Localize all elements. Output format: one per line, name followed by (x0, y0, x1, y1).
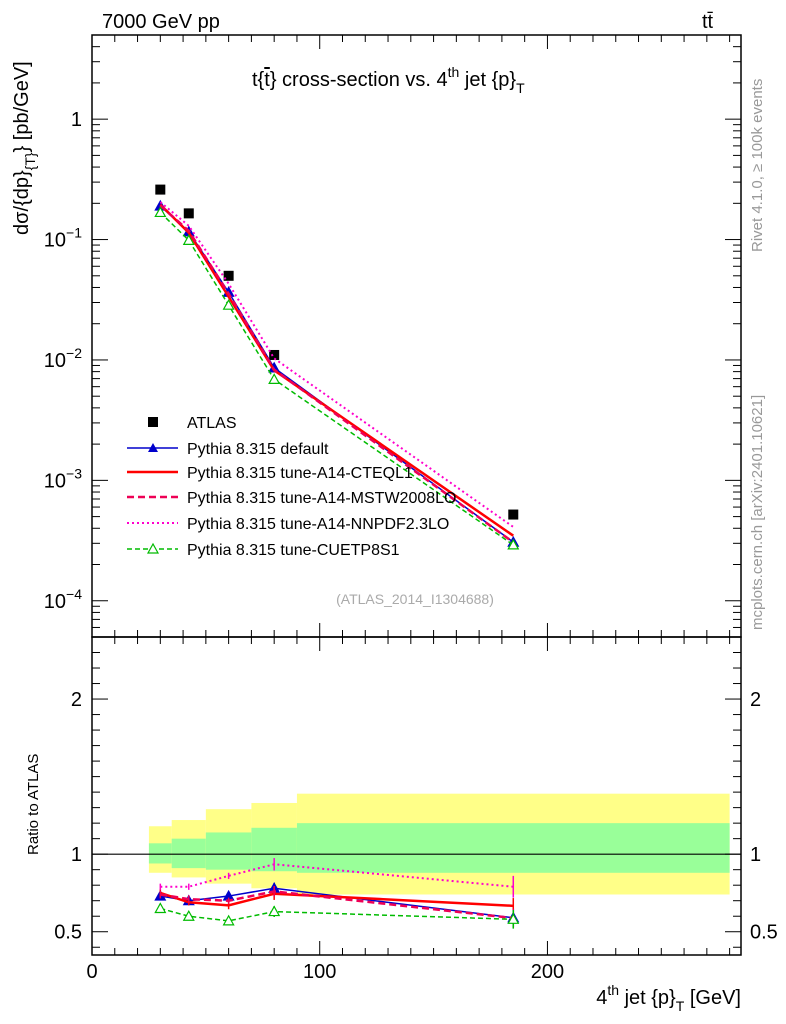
cuetp-marker-ratio-2 (222, 914, 235, 926)
yb-tick-label-left-2: 2 (71, 689, 82, 711)
rivet-label: Rivet 4.1.0, ≥ 100k events (749, 79, 766, 252)
y-label-bottom: Ratio to ATLAS (25, 754, 42, 855)
yt-tick-label-2: 10−2 (44, 345, 82, 372)
yb-tick-label-left-1: 1 (71, 844, 82, 866)
yt-tick-base-1: 10 (44, 230, 66, 252)
nnpdf-line-ratio (160, 863, 514, 888)
band-inner-0 (148, 843, 172, 864)
atlas-point-0 (155, 184, 166, 195)
cuetp-marker-ratio-3 (268, 905, 281, 917)
main-title-sup: th (448, 64, 460, 80)
yt-tick-label-0: 1 (71, 109, 82, 131)
x-label-mid: jet {p} (619, 987, 676, 1009)
y-label-top-main: dσ/{dp} (11, 170, 33, 235)
yb-tick-label-right-1: 1 (750, 844, 761, 866)
atlas-point-1 (183, 208, 194, 219)
yt-tick-exp-4: −4 (66, 586, 82, 602)
x-tick-label-100: 100 (303, 961, 336, 983)
legend-atlas-marker (148, 417, 158, 427)
cuetp-marker-ratio-0 (154, 902, 167, 914)
x-tick-label-0: 0 (86, 961, 97, 983)
x-label-pre: 4 (596, 987, 607, 1009)
x-label: 4th jet {p}T [GeV] (596, 982, 741, 1014)
cuetp-line-ratio (160, 907, 514, 922)
cuetp-marker-top-3 (268, 373, 281, 384)
yt-tick-exp-2: −2 (66, 345, 82, 361)
y-label-top-post: } [pb/GeV] (11, 61, 33, 152)
legend-atlas-label: ATLAS (187, 415, 237, 432)
legend-cuetp-label: Pythia 8.315 tune-CUETP8S1 (187, 542, 400, 559)
x-label-sup: th (607, 982, 619, 998)
main-title-pre: t{ (252, 69, 265, 91)
mstw-line-top (159, 204, 515, 544)
cteq-line-top (159, 203, 514, 537)
band-inner-1 (171, 838, 206, 869)
main-title-post: jet {p} (459, 69, 516, 91)
main-title: t{t} cross-section vs. 4th jet {p}T (252, 64, 525, 96)
yb-tick-label-right-2: 2 (750, 689, 761, 711)
y-label-top-sub: {T} (22, 152, 38, 170)
x-label-post: [GeV] (684, 987, 741, 1009)
yt-tick-base-4: 10 (44, 591, 66, 613)
header-right-main: tt (702, 11, 714, 33)
ratio-series-layer (154, 858, 520, 929)
legend: ATLAS Pythia 8.315 default Pythia 8.315 … (127, 415, 456, 559)
legend-mstw-label: Pythia 8.315 tune-A14-MSTW2008LO (187, 490, 456, 507)
yt-tick-exp-3: −3 (66, 465, 82, 481)
yt-tick-label-4: 10−4 (44, 586, 82, 613)
band-inner-2 (205, 832, 252, 870)
x-label-sub: T (676, 998, 685, 1014)
atlas-point-2 (223, 270, 234, 281)
cuetp-marker-ratio-4 (507, 913, 520, 924)
yb-tick-label-right-0: 0.5 (750, 922, 778, 944)
yt-tick-exp-1: −1 (66, 225, 82, 241)
band-inner-4 (296, 823, 730, 873)
cuetp-marker-top-2 (222, 298, 235, 310)
main-title-mid: } cross-section vs. 4 (270, 69, 448, 91)
main-title-tbar: t (264, 69, 270, 91)
ratio-band-layer (92, 793, 741, 895)
analysis-watermark: (ATLAS_2014_I1304688) (336, 591, 494, 607)
legend-cteq-label: Pythia 8.315 tune-A14-CTEQL1 (187, 465, 413, 482)
atlas-point-4 (508, 509, 519, 520)
cuetp-marker-top-1 (182, 234, 195, 245)
cuetp-marker-ratio-1 (182, 909, 195, 921)
header-right: tt̄ (702, 11, 714, 33)
mcplots-label: mcplots.cern.ch [arXiv:2401.10621] (749, 395, 766, 630)
yt-tick-label-3: 10−3 (44, 465, 82, 492)
cuetp-marker-top-4 (507, 538, 520, 550)
x-tick-label-200: 200 (531, 961, 564, 983)
legend-cuetp-marker (146, 542, 160, 554)
yt-tick-label-1: 10−1 (44, 225, 82, 252)
legend-default-marker (148, 443, 158, 452)
yb-tick-label-left-0: 0.5 (54, 922, 82, 944)
yt-tick-base-3: 10 (44, 470, 66, 492)
bottom-frame (91, 636, 742, 956)
yt-tick-base-2: 10 (44, 350, 66, 372)
top-series-layer (154, 184, 520, 550)
atlas-point-3 (269, 349, 280, 360)
legend-nnpdf-label: Pythia 8.315 tune-A14-NNPDF2.3LO (187, 516, 449, 533)
main-title-sub: T (516, 80, 525, 96)
header-left: 7000 GeV pp (102, 11, 220, 33)
cuetp-marker-top-0 (154, 206, 167, 218)
y-label-top: dσ/{dp}{T}} [pb/GeV] (11, 61, 38, 235)
legend-default-label: Pythia 8.315 default (187, 441, 329, 458)
